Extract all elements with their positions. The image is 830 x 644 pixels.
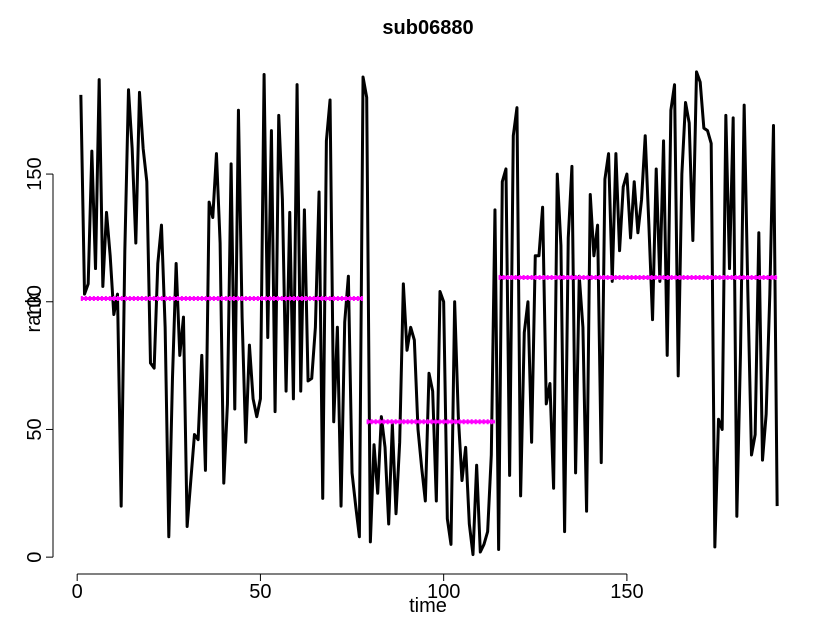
x-tick-label: 150 [610, 581, 643, 603]
y-axis-label: rank [23, 293, 45, 333]
y-tick-label: 0 [24, 552, 46, 563]
x-tick-label: 0 [72, 581, 83, 603]
x-tick-label: 100 [427, 581, 460, 603]
y-tick-label: 150 [24, 157, 46, 190]
x-tick-label: 50 [249, 581, 271, 603]
y-tick-label: 50 [24, 418, 46, 440]
x-axis-label: time [409, 595, 447, 617]
chart-title: sub06880 [382, 17, 473, 39]
data-line [79, 70, 779, 557]
y-tick-label: 100 [24, 285, 46, 318]
